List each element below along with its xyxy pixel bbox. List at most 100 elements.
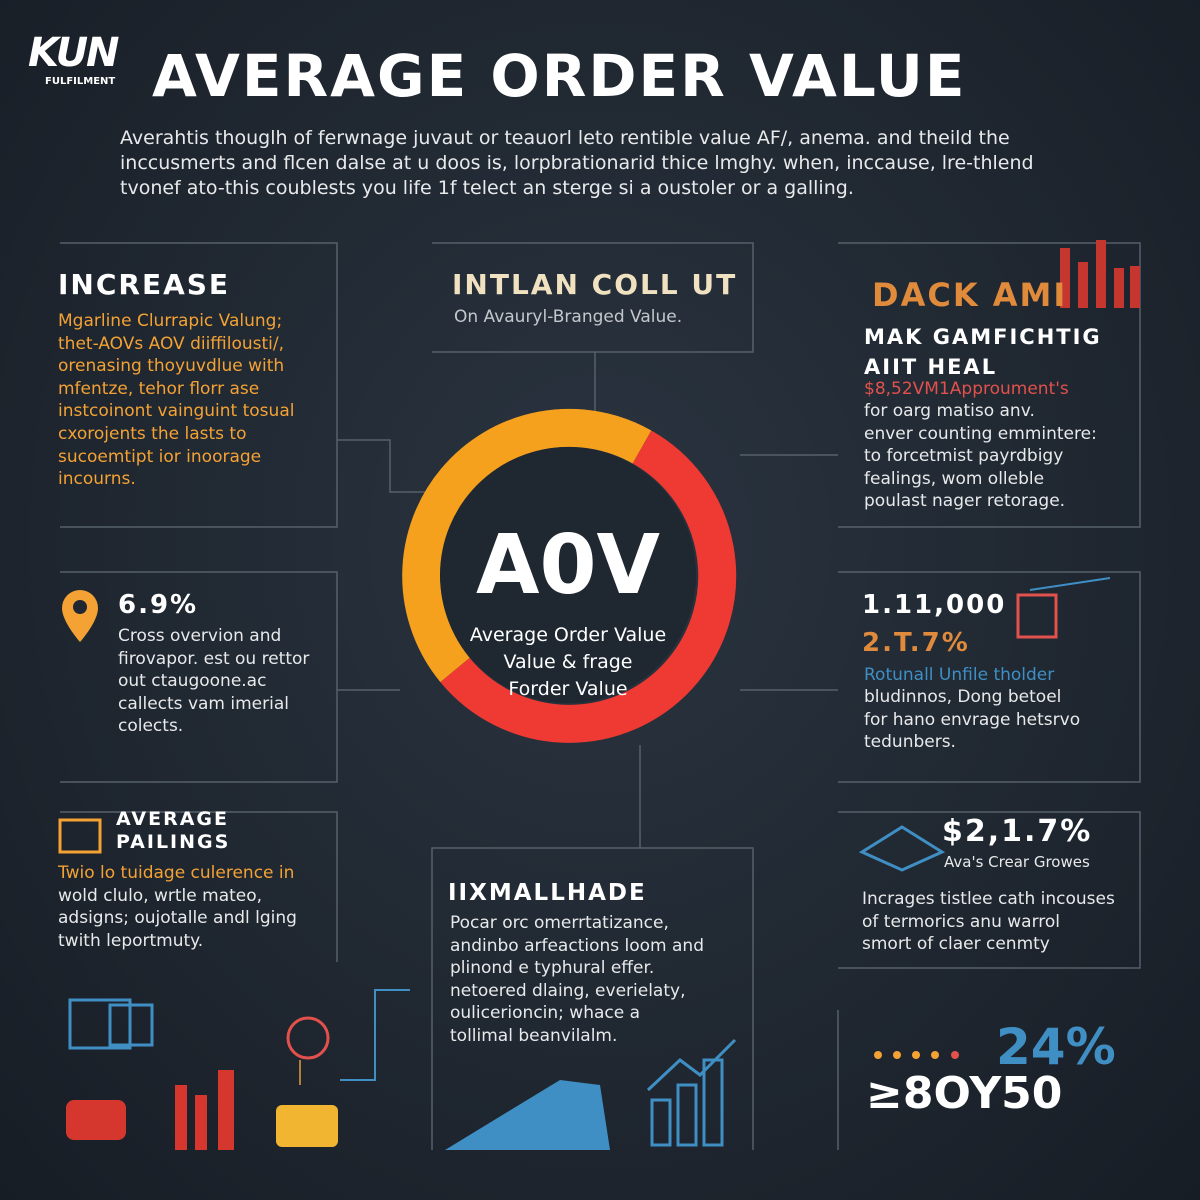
intro-line: Averahtis thouglh of ferwnage juvaut or … xyxy=(120,127,1010,149)
connector xyxy=(340,989,410,1081)
stat: 2.T.7% xyxy=(862,628,970,658)
star-icon xyxy=(912,1051,920,1059)
title: AVERAGE ORDER VALUE xyxy=(152,42,967,110)
text-line: poulast nager retorage. xyxy=(864,491,1066,512)
text-line: smort of claer cenmty xyxy=(862,934,1050,955)
text-line: of termorics anu warrol xyxy=(862,911,1061,932)
center-lines: Average Order Value Value & frage Forder… xyxy=(440,622,696,703)
text-line: oulicerioncin; whace a xyxy=(450,1003,641,1024)
center-line: Average Order Value xyxy=(469,624,667,646)
panel-text: bludinnos, Dong betoel for hano envrage … xyxy=(864,686,1080,754)
panel-frame xyxy=(60,811,338,962)
stat: 24% xyxy=(996,1018,1116,1076)
panel-frame xyxy=(838,242,1141,528)
text-line: netoered dlaing, everielaty, xyxy=(450,980,686,1001)
screen-icon xyxy=(108,1003,154,1047)
text-line: bludinnos, Dong betoel xyxy=(864,687,1062,707)
ring-center xyxy=(440,447,696,703)
panel-title: IIXMALLHADE xyxy=(448,880,647,906)
title-line: AIIT HEAL xyxy=(864,355,998,379)
text-line: plinond e typhural effer. xyxy=(450,958,655,979)
panel-frame xyxy=(431,847,754,1150)
screen-icon xyxy=(68,998,132,1050)
box-icon xyxy=(58,818,102,854)
bar-icon xyxy=(1096,240,1106,308)
text-line: fealings, wom olleble xyxy=(864,468,1045,489)
bar-icon xyxy=(676,1083,698,1147)
text-line: cxorojents the lasts to xyxy=(58,423,247,444)
text-line: thet-AOVs AOV diiffilousti/, xyxy=(58,333,285,354)
device-icon xyxy=(1016,593,1058,639)
text-line: twith leportmuty. xyxy=(58,930,204,951)
connector xyxy=(1029,577,1111,591)
text-line: for oarg matiso anv. xyxy=(864,401,1035,421)
text-line: out ctaugoone.ac xyxy=(118,671,267,692)
logo: KUN xyxy=(28,30,120,76)
text-line: enver counting emmintere: xyxy=(864,423,1097,444)
banner: DACK AMI xyxy=(872,276,1068,314)
panel-text: Incrages tistlee cath incouses of termor… xyxy=(862,888,1115,956)
bar-icon xyxy=(1114,268,1124,308)
bar-icon xyxy=(1060,248,1070,308)
bar-icon xyxy=(1078,262,1088,308)
ring-segment xyxy=(440,430,737,743)
machine-icon xyxy=(445,1080,610,1150)
intro-line: tvonef ato-this coublests you life 1f te… xyxy=(120,177,854,199)
text-line: tedunbers. xyxy=(864,732,956,753)
panel-frame xyxy=(838,571,1141,783)
center-label: A0V xyxy=(476,518,660,613)
text-line: Mgarline Clurrapic Valung; xyxy=(58,311,283,331)
star-icon xyxy=(893,1051,901,1059)
stat: ≥8OY50 xyxy=(866,1068,1063,1119)
text-line: Pocar orc omerrtatizance, xyxy=(450,913,669,933)
text-line: for hano envrage hetsrvo xyxy=(864,709,1081,730)
text-line: orenasing thoyuvdlue with xyxy=(58,356,285,377)
panel-text: Pocar orc omerrtatizance, andinbo arfeac… xyxy=(450,912,704,1048)
star-icon xyxy=(931,1051,939,1059)
star-icon xyxy=(951,1051,959,1059)
badge-icon xyxy=(286,1016,330,1060)
panel-frame xyxy=(60,242,338,528)
text-line: to forcetmist payrdbigy xyxy=(864,446,1064,467)
panel-frame xyxy=(432,242,754,353)
panel-text: Twio lo tuidage culerence in wold clulo,… xyxy=(58,862,297,952)
text-line: instcoinont vainguint tosual xyxy=(58,401,295,422)
bar-icon xyxy=(175,1085,187,1150)
text-line: Twio lo tuidage culerence in xyxy=(58,863,295,883)
panel-text: for oarg matiso anv. enver counting emmi… xyxy=(864,400,1097,513)
panel-subtitle: Ava's Crear Growes xyxy=(944,853,1090,871)
title-line: PAILINGS xyxy=(116,831,231,853)
stat: 6.9% xyxy=(118,590,199,620)
bar-icon xyxy=(702,1058,724,1147)
title-line: AVERAGE xyxy=(116,808,230,830)
text-line: callects vam imerial xyxy=(118,693,289,714)
truck-icon xyxy=(66,1100,126,1140)
panel-subtitle: Rotunall Unfile tholder xyxy=(864,665,1055,685)
panel-title: AVERAGE PAILINGS xyxy=(116,808,230,854)
text-line: andinbo arfeactions loom and xyxy=(450,935,704,956)
panel-frame xyxy=(60,571,338,783)
text-line: mfentze, tehor florr ase xyxy=(58,378,260,399)
bar-icon xyxy=(195,1095,207,1150)
center-line: Forder Value xyxy=(508,678,628,700)
bar-icon xyxy=(218,1070,234,1150)
bar-icon xyxy=(650,1098,672,1147)
panel-text: Cross overvion and firovapor. est ou ret… xyxy=(118,625,309,738)
stat: $2,1.7% xyxy=(942,814,1093,849)
logo-sub: FULFILMENT xyxy=(45,76,116,87)
highlight: $8,52VM1Approument's xyxy=(864,379,1069,399)
ring-segment xyxy=(402,408,652,683)
center-line: Value & frage xyxy=(503,651,633,673)
text-line: incourns. xyxy=(58,469,136,490)
text-line: Cross overvion and xyxy=(118,626,282,646)
box-icon xyxy=(858,825,946,872)
trend-icon xyxy=(646,1038,737,1092)
text-line: wold clulo, wrtle mateo, xyxy=(58,885,263,906)
pin-icon xyxy=(73,600,87,614)
bar-icon xyxy=(1130,266,1140,308)
text-line: firovapor. est ou rettor xyxy=(118,648,310,669)
panel-title: MAK GAMFICHTIG AIIT HEAL xyxy=(864,322,1102,382)
panel-title: INTLAN COLL UT xyxy=(452,268,738,301)
star-icon xyxy=(874,1051,882,1059)
